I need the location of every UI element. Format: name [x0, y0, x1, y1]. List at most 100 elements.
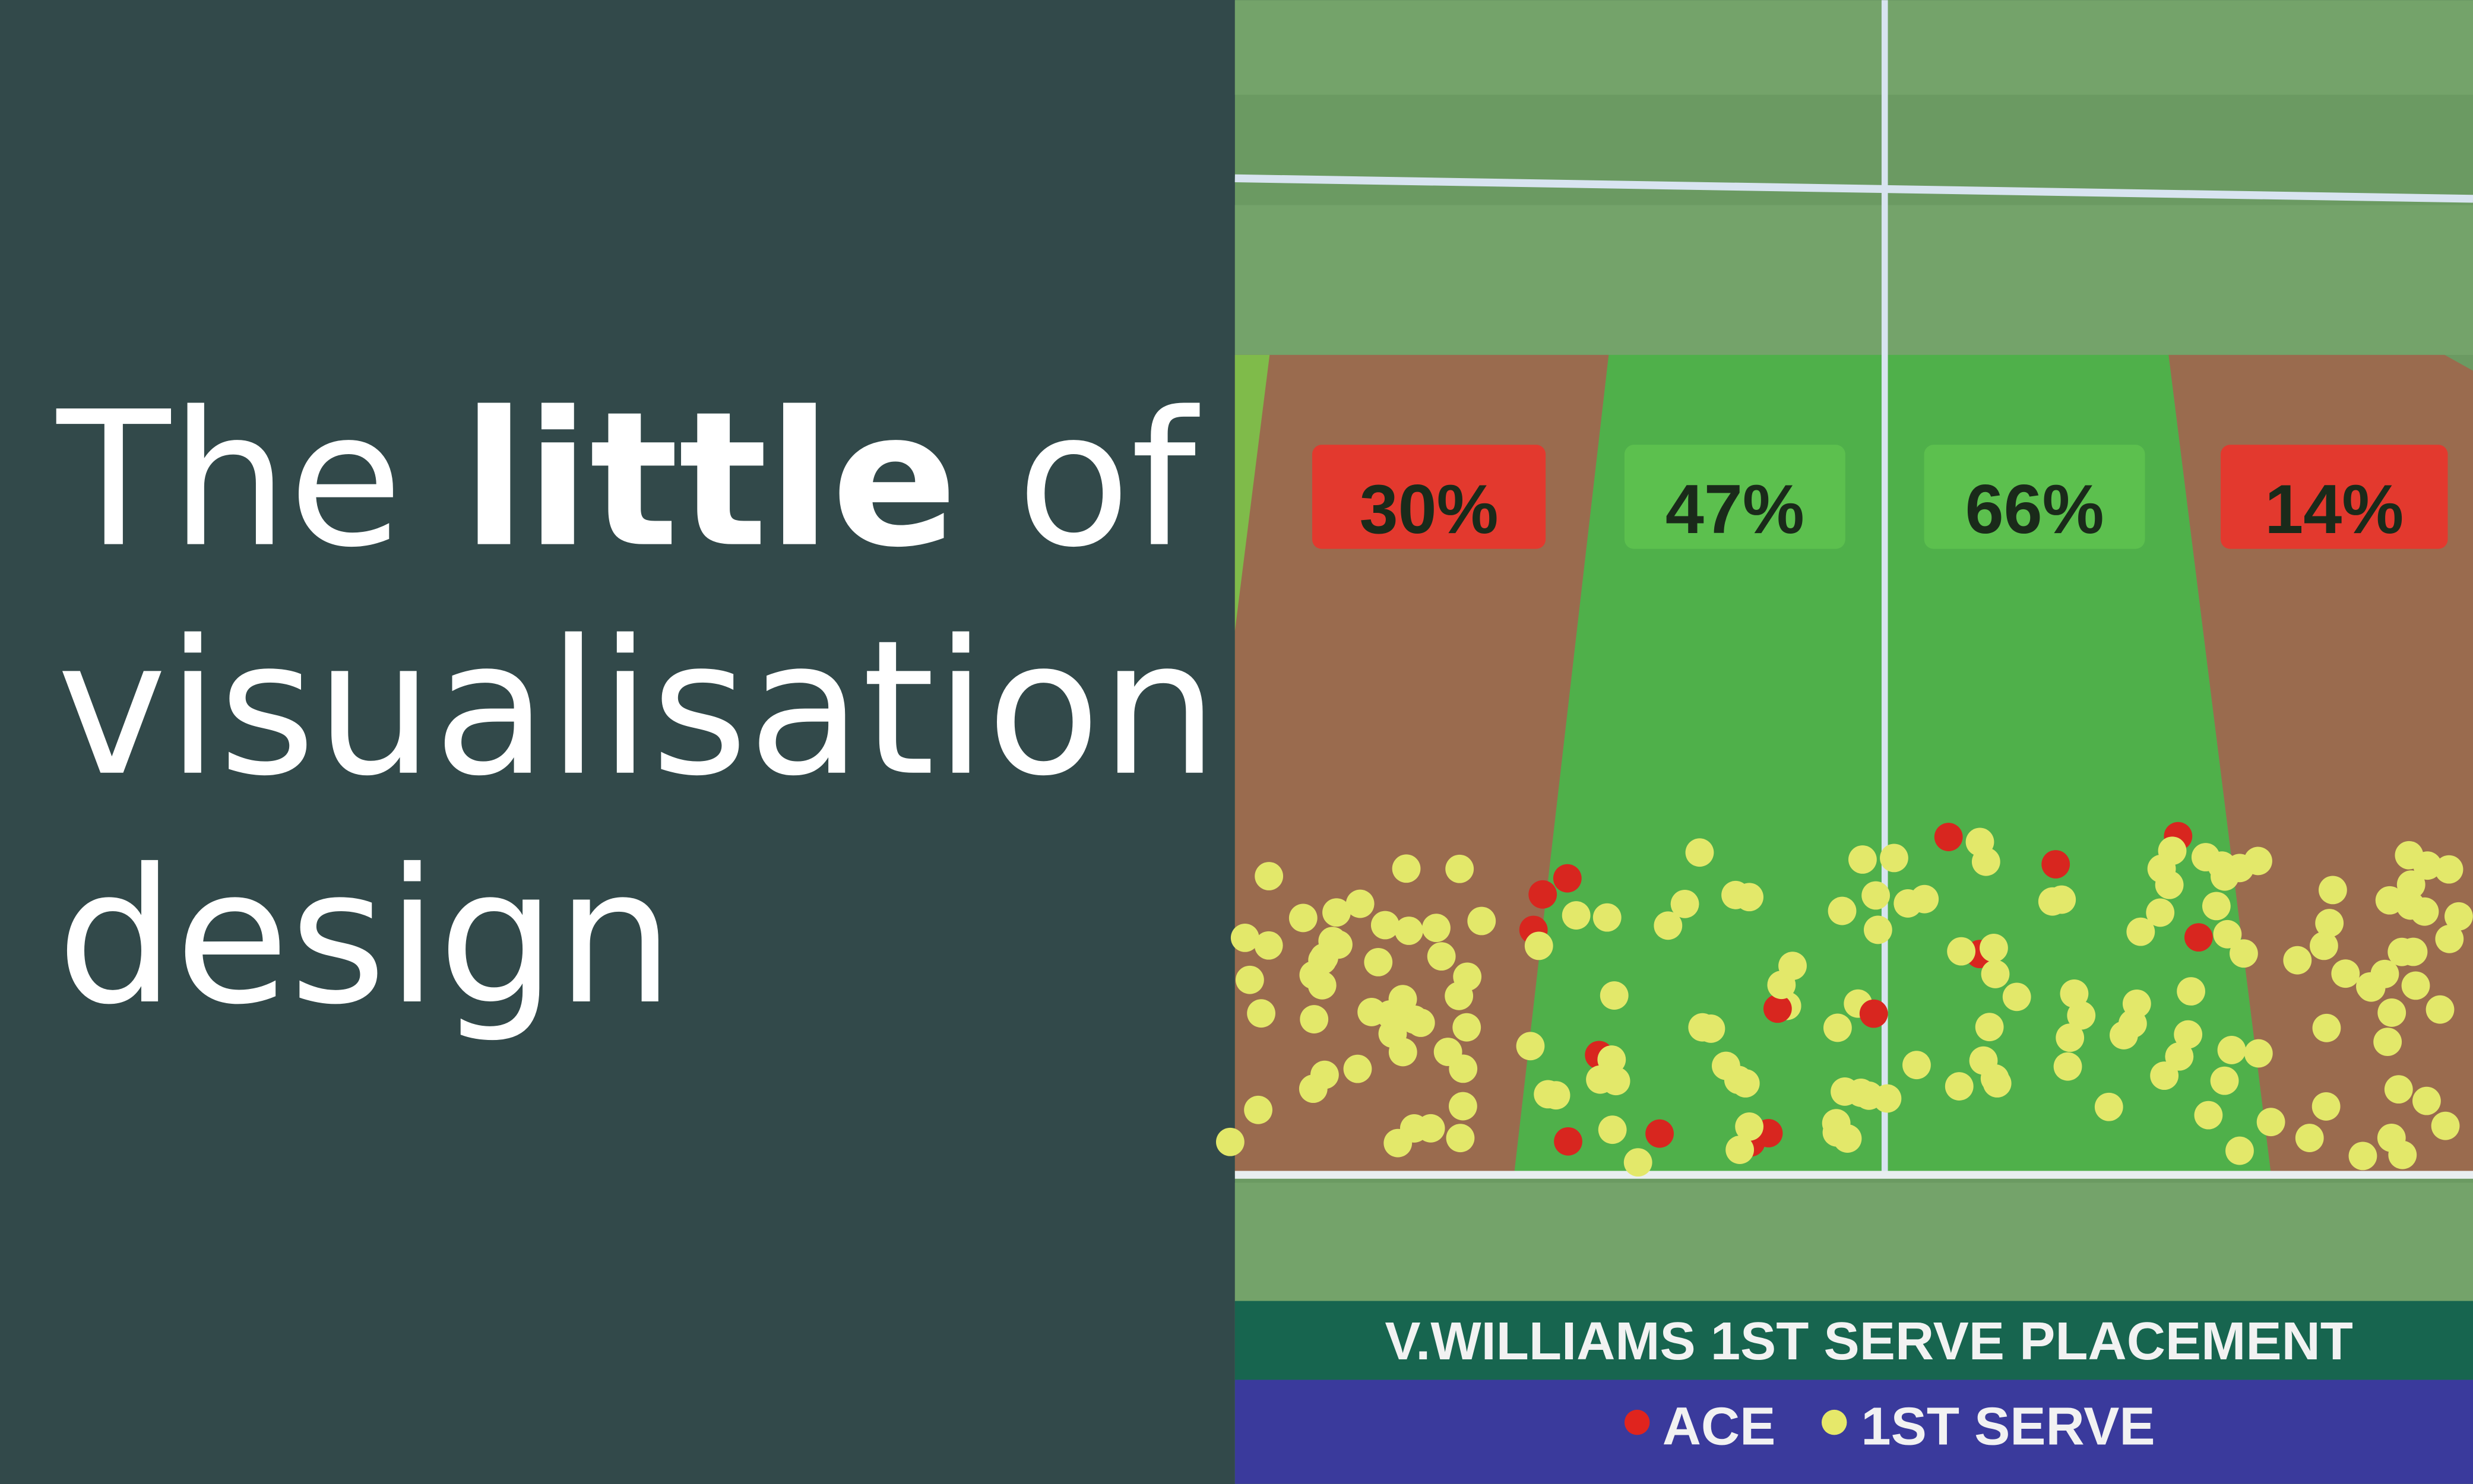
ball — [2213, 919, 2242, 949]
ball — [2184, 923, 2213, 952]
left-panel — [0, 0, 1235, 1484]
ball — [2377, 998, 2406, 1027]
zone-box — [2221, 445, 2448, 549]
ball — [1446, 1124, 1475, 1153]
stripe — [1234, 0, 2473, 95]
ball — [1735, 1112, 1764, 1141]
ball — [2444, 902, 2473, 931]
ball — [2348, 1141, 2377, 1171]
ball — [1343, 1054, 1372, 1083]
ball — [2177, 977, 2206, 1006]
ball — [1516, 1032, 1545, 1061]
ball — [2312, 1013, 2341, 1042]
ball — [1453, 962, 1482, 991]
ball — [1247, 999, 1275, 1028]
ball — [1828, 896, 1857, 925]
zone-box — [1924, 445, 2145, 549]
ball — [1902, 1051, 1931, 1080]
ball — [1310, 1060, 1339, 1089]
balls — [1215, 822, 2473, 1177]
ball — [1823, 1013, 1852, 1042]
ball — [2217, 1036, 2246, 1064]
ball — [2230, 939, 2258, 968]
ball — [1236, 965, 1264, 994]
ball — [1554, 1127, 1582, 1156]
ball — [1364, 947, 1393, 976]
ball — [1670, 889, 1699, 918]
ball — [1696, 1014, 1725, 1043]
alley — [1234, 354, 1270, 631]
ball — [1597, 1045, 1626, 1074]
ball — [1880, 844, 1908, 873]
ball — [2150, 1061, 2179, 1090]
ball — [1345, 889, 1375, 918]
ball — [1975, 1013, 2004, 1042]
ball — [2318, 876, 2347, 905]
ball — [2002, 982, 2031, 1011]
ball — [1370, 911, 1399, 940]
ball — [2384, 1075, 2413, 1104]
ball — [1394, 917, 1423, 945]
ball — [2373, 1028, 2402, 1057]
zone-label: 30% — [1360, 470, 1499, 548]
ball — [1445, 854, 1474, 883]
ball — [1254, 931, 1283, 960]
ball — [1383, 1128, 1413, 1158]
ball — [2399, 937, 2428, 966]
ball — [1945, 1072, 1974, 1101]
ball — [1725, 1136, 1755, 1164]
legend-bar — [1234, 1380, 2473, 1484]
ball — [1969, 1046, 1998, 1075]
ball — [1947, 937, 1976, 966]
ball — [1524, 931, 1553, 960]
ball — [1541, 1081, 1570, 1110]
ball — [2396, 891, 2425, 920]
ball — [1598, 1115, 1627, 1144]
serve-swatch — [1821, 1409, 1847, 1435]
title-word: of — [1017, 372, 1200, 588]
ball — [2356, 972, 2385, 1001]
ball — [1376, 1000, 1405, 1029]
ball — [2126, 917, 2155, 946]
ball — [1861, 881, 1891, 910]
ball — [2435, 924, 2464, 953]
ball — [2202, 892, 2231, 921]
legend-label: ACE — [1663, 1396, 1776, 1456]
ball — [2388, 1140, 2417, 1169]
ball — [2053, 1052, 2082, 1081]
ball — [2412, 1086, 2441, 1115]
legend-label: 1ST SERVE — [1861, 1396, 2155, 1456]
ball — [1592, 903, 1622, 932]
ball — [1322, 898, 1351, 927]
ball — [1244, 1095, 1272, 1124]
ball — [1854, 1081, 1883, 1110]
ball — [1416, 1114, 1445, 1143]
title-word-bold: little — [462, 372, 958, 588]
ball — [1392, 854, 1421, 883]
zone-label: 14% — [2265, 470, 2404, 548]
title-line-3: design — [57, 829, 675, 1045]
ball — [1980, 934, 2008, 962]
ball — [2109, 1021, 2138, 1049]
ball — [2256, 1108, 2285, 1137]
zone-box — [1624, 445, 1845, 549]
zone-box — [1312, 445, 1546, 549]
ball — [1934, 823, 1963, 851]
ball — [1448, 1092, 1477, 1121]
caption-bar — [1234, 1301, 2473, 1380]
ball — [1983, 1069, 2012, 1098]
ball — [1528, 880, 1557, 909]
ball — [2122, 989, 2151, 1018]
ball — [2155, 870, 2184, 899]
ball — [2244, 1039, 2273, 1068]
ball — [1778, 952, 1807, 981]
title-line-1: The little of — [54, 372, 1201, 588]
ball — [1623, 1148, 1652, 1177]
court-photo: 30% 47% 66% 14% V.WILLIAMS 1ST SERVE PLA… — [1215, 0, 2473, 1484]
ball — [2283, 946, 2312, 975]
ball — [1562, 901, 1591, 930]
ball — [2434, 855, 2463, 884]
ball — [1833, 1124, 1862, 1153]
